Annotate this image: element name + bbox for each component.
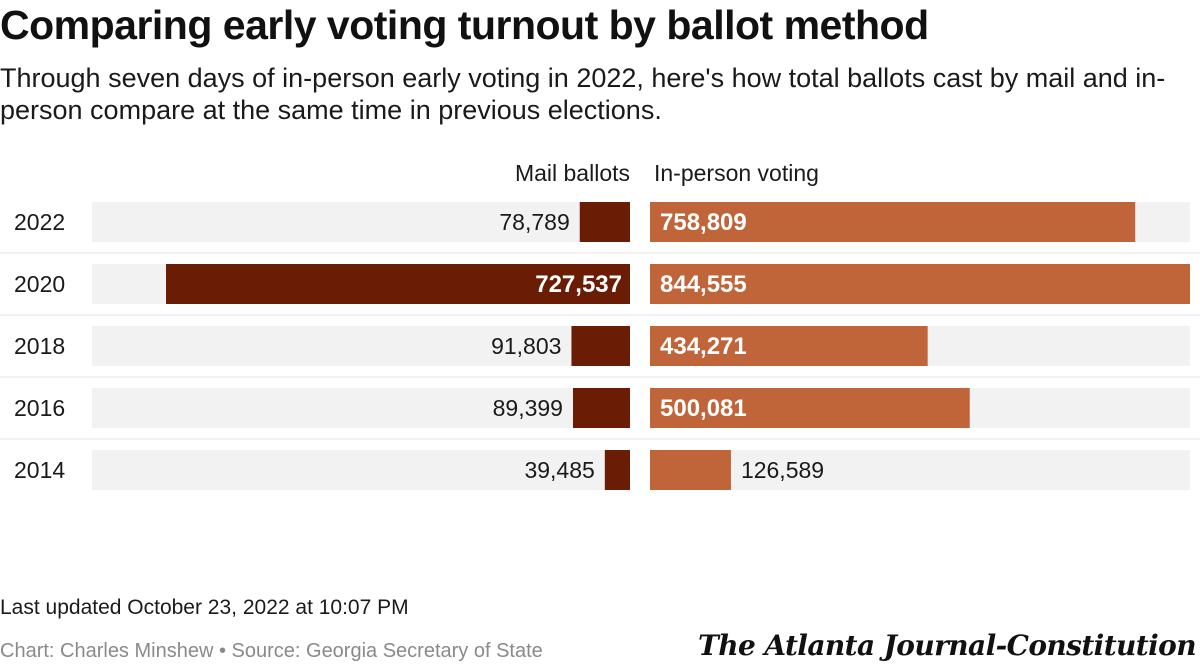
inperson-value-2016: 500,081: [660, 395, 747, 422]
mail-bar-2016: [572, 388, 630, 428]
in-person-voting-header: In-person voting: [654, 160, 819, 186]
inperson-value-2018: 434,271: [660, 333, 747, 360]
year-label-2014: 2014: [14, 457, 65, 483]
inperson-value-2022: 758,809: [660, 209, 747, 236]
mail-bar-2022: [579, 202, 630, 242]
mail-value-2020: 727,537: [535, 271, 622, 298]
inperson-value-2020: 844,555: [660, 271, 747, 298]
mail-bar-2020: [166, 264, 630, 304]
inperson-bar-2020: [650, 264, 1190, 304]
mail-track-2018: [92, 326, 630, 366]
inperson-bar-2022: [650, 202, 1136, 242]
chart-area: Mail ballots In-person voting 2022 78,789…: [0, 160, 1200, 490]
mail-bar-2014: [604, 450, 630, 490]
mail-value-2018: 91,803: [491, 333, 561, 359]
inperson-track-2014: [650, 450, 1190, 490]
mail-track-2016: [92, 388, 630, 428]
inperson-value-2014: 126,589: [741, 457, 824, 483]
year-label-2020: 2020: [14, 271, 65, 297]
year-label-2016: 2016: [14, 395, 65, 421]
mail-value-2022: 78,789: [499, 209, 569, 235]
chart-subtitle: Through seven days of in-person early vo…: [0, 63, 1166, 125]
inperson-bar-2014: [650, 450, 731, 490]
chart-title: Comparing early voting turnout by ballot…: [0, 2, 929, 48]
mail-ballots-header: Mail ballots: [515, 160, 630, 186]
mail-bar-2018: [571, 326, 630, 366]
year-label-2018: 2018: [14, 333, 65, 359]
year-label-2022: 2022: [14, 209, 65, 235]
last-updated: Last updated October 23, 2022 at 10:07 P…: [0, 596, 409, 619]
mail-track-2014: [92, 450, 630, 490]
inperson-bar-2018: [650, 326, 928, 366]
mail-value-2016: 89,399: [493, 395, 563, 421]
mail-track-2022: [92, 202, 630, 242]
inperson-bar-2016: [650, 388, 970, 428]
ajc-logo: The Atlanta Journal-Constitution: [697, 629, 1197, 662]
mail-value-2014: 39,485: [524, 457, 594, 483]
chart-credit: Chart: Charles Minshew • Source: Georgia…: [0, 640, 543, 662]
